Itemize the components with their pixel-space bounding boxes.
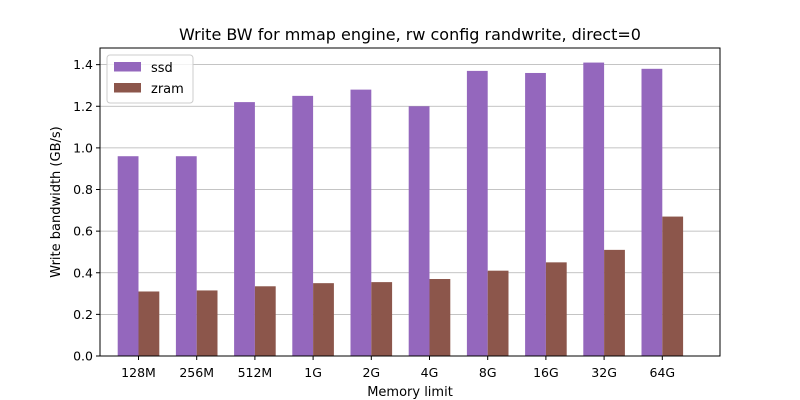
x-tick-label: 256M: [179, 365, 214, 380]
x-axis: 128M 256M 512M 1G 2G 4G 8G 16G 32G 64G: [121, 356, 675, 380]
x-axis-label: Memory limit: [367, 385, 453, 400]
plot-frame: [99, 47, 721, 357]
x-tick-label: 128M: [121, 365, 156, 380]
legend-swatch-zram: [114, 83, 141, 93]
bar-zram-256M: [196, 290, 218, 356]
bar-ssd-256M: [175, 156, 197, 356]
y-tick-label: 1.2: [73, 99, 93, 114]
legend-label-ssd: ssd: [151, 61, 173, 76]
bar-zram-32G: [604, 249, 625, 356]
bar-zram-4G: [429, 279, 451, 356]
bar-ssd-4G: [408, 106, 430, 357]
chart-title: Write BW for mmap engine, rw config rand…: [179, 25, 641, 44]
bar-ssd-64G: [641, 68, 663, 356]
x-tick-label: 512M: [238, 365, 273, 380]
x-tick-label: 2G: [362, 365, 380, 380]
x-tick-label: 32G: [591, 365, 617, 380]
y-tick-label: 1.4: [73, 57, 93, 72]
bar-ssd-128M: [117, 156, 139, 356]
y-axis: 0.0 0.2 0.4 0.6 0.8 1.0 1.2 1.4: [73, 57, 100, 364]
x-tick-label: 16G: [533, 365, 559, 380]
x-tick-label: 64G: [650, 365, 676, 380]
bar-ssd-16G: [525, 72, 546, 357]
y-tick-label: 0.8: [73, 182, 93, 197]
y-tick-label: 0.4: [73, 265, 93, 280]
y-axis-label: Write bandwidth (GB/s): [49, 126, 64, 277]
bar-zram-16G: [545, 262, 567, 356]
y-tick-label: 0.6: [73, 224, 93, 239]
x-tick-label: 8G: [479, 365, 497, 380]
bar-zram-1G: [313, 283, 334, 356]
y-tick-label: 0.2: [73, 307, 93, 322]
bar-zram-512M: [254, 286, 276, 356]
y-tick-label: 1.0: [73, 140, 93, 155]
x-tick-label: 1G: [304, 365, 322, 380]
bar-ssd-512M: [234, 102, 255, 356]
bar-zram-2G: [371, 282, 393, 356]
y-tick-label: 0.0: [73, 349, 93, 364]
bar-zram-64G: [662, 216, 684, 356]
bar-zram-128M: [138, 291, 160, 356]
bar-ssd-1G: [292, 95, 314, 356]
bar-ssd-8G: [466, 70, 488, 356]
x-tick-label: 4G: [421, 365, 439, 380]
bar-zram-8G: [487, 270, 509, 356]
legend: ssd zram: [106, 54, 194, 104]
bar-ssd-32G: [583, 62, 605, 356]
bar-ssd-2G: [350, 89, 372, 357]
legend-swatch-ssd: [114, 62, 141, 72]
bars: [117, 62, 684, 357]
legend-label-zram: zram: [151, 82, 184, 97]
